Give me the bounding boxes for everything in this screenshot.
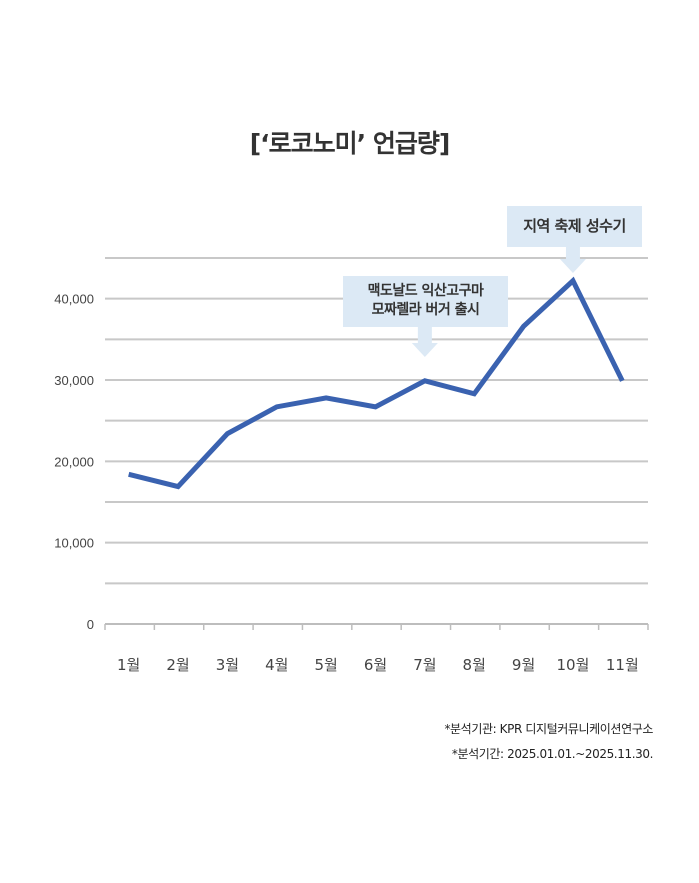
y-tick-label: 30,000 [54,373,94,388]
annotation-arrow [411,327,438,357]
x-tick-label: 11월 [606,656,639,674]
footnote-source: *분석기관: KPR 디지털커뮤니케이션연구소 [444,722,653,736]
x-tick-label: 1월 [117,656,140,674]
x-tick-label: 10월 [557,656,590,674]
y-tick-label: 0 [87,617,94,632]
chart-title: [‘로코노미’ 언급량] [249,129,451,158]
y-tick-label: 20,000 [54,454,94,469]
annotation-line: 맥도날드 익산고구마 [367,283,484,299]
annotation-mcdonalds: 맥도날드 익산고구마 모짜렐라 버거 출시 [343,276,508,327]
x-tick-label: 6월 [364,656,387,674]
x-tick-label: 3월 [216,656,239,674]
y-tick-label: 10,000 [54,536,94,551]
x-tick-label: 7월 [413,656,436,674]
x-tick-label: 9월 [512,656,535,674]
x-tick-label: 8월 [463,656,486,674]
y-tick-label: 40,000 [54,292,94,307]
x-tick-label: 4월 [265,656,288,674]
x-tick-label: 2월 [166,656,189,674]
x-tick-label: 5월 [314,656,337,674]
footnote-period: *분석기간: 2025.01.01.~2025.11.30. [451,747,654,761]
annotation-arrow [559,247,586,273]
annotation-festival: 지역 축제 성수기 [507,206,642,247]
annotation-line: 지역 축제 성수기 [523,217,626,235]
annotation-line: 모짜렐라 버거 출시 [371,302,480,318]
